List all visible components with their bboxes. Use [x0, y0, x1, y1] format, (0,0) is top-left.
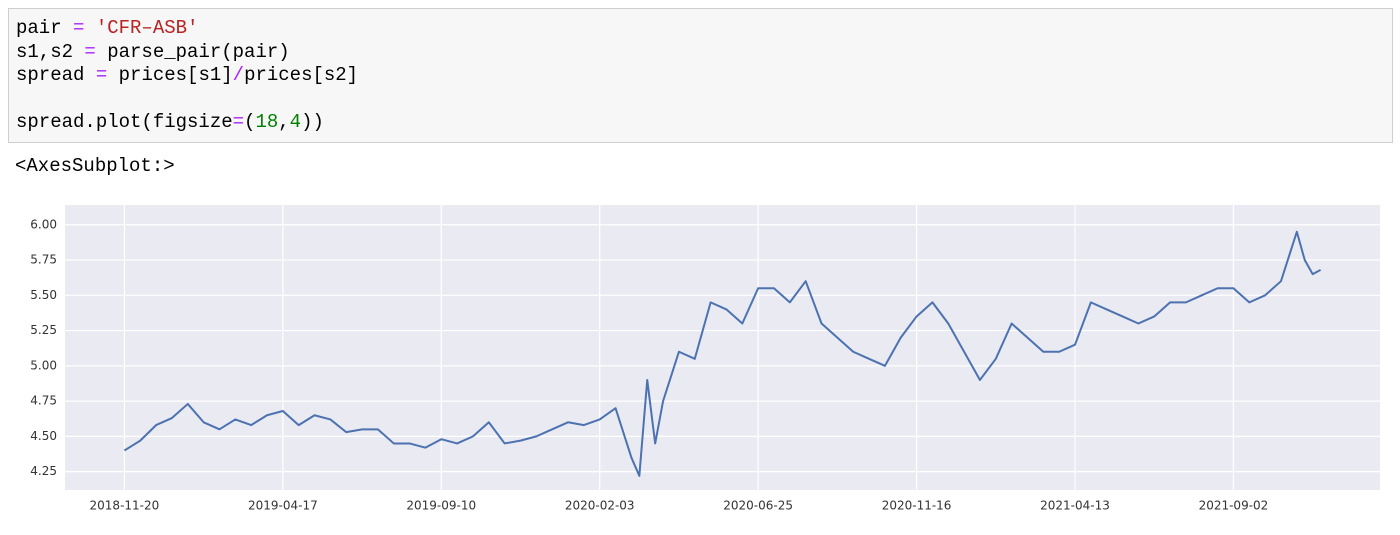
y-tick-label: 5.00 — [30, 358, 57, 372]
x-tick-label: 2021-09-02 — [1199, 499, 1269, 513]
y-tick-label: 5.50 — [30, 288, 57, 302]
code-token: 'CFR–ASB' — [95, 17, 199, 39]
code-token: prices[s2] — [244, 64, 359, 86]
x-tick-label: 2020-06-25 — [723, 499, 793, 513]
code-token: 4 — [289, 111, 302, 133]
x-tick-label: 2018-11-20 — [90, 499, 160, 513]
code-token: pair — [16, 17, 74, 39]
y-tick-label: 5.75 — [30, 253, 57, 267]
y-tick-label: 4.75 — [30, 394, 57, 408]
code-token: spread — [16, 64, 96, 86]
x-tick-label: 2019-09-10 — [406, 499, 476, 513]
y-tick-label: 5.25 — [30, 323, 57, 337]
code-token: 18 — [255, 111, 279, 133]
code-line: spread.plot(figsize=(18,4)) — [16, 111, 1385, 135]
output-text: <AxesSubplot:> — [15, 155, 175, 177]
y-tick-label: 4.50 — [30, 429, 57, 443]
code-token: prices[s1] — [107, 64, 233, 86]
code-line: pair = 'CFR–ASB' — [16, 17, 1385, 41]
code-token: ( — [244, 111, 256, 133]
code-token: parse_pair(pair) — [95, 40, 290, 63]
code-token: )) — [301, 111, 324, 133]
code-token: = — [232, 111, 245, 133]
code-token: , — [278, 111, 290, 133]
code-token: = — [95, 64, 108, 86]
code-token: / — [232, 64, 245, 86]
code-token: = — [84, 40, 96, 63]
x-tick-label: 2020-11-16 — [882, 499, 952, 513]
x-tick-label: 2019-04-17 — [248, 499, 318, 513]
x-tick-label: 2021-04-13 — [1040, 499, 1110, 513]
code-line: s1,s2 = parse_pair(pair) — [16, 41, 1385, 65]
code-token: s1,s2 — [16, 40, 85, 63]
code-line: spread = prices[s1]/prices[s2] — [16, 64, 1385, 88]
data-line — [123, 230, 1322, 477]
code-cell[interactable]: pair = 'CFR–ASB' s1,s2 = parse_pair(pair)… — [8, 8, 1393, 143]
y-tick-label: 4.25 — [30, 464, 57, 478]
x-tick-label: 2020-02-03 — [565, 499, 635, 513]
y-tick-label: 6.00 — [30, 217, 57, 231]
code-token: spread.plot(figsize — [16, 111, 233, 133]
code-token: = — [73, 17, 85, 39]
plot-background — [65, 205, 1380, 490]
